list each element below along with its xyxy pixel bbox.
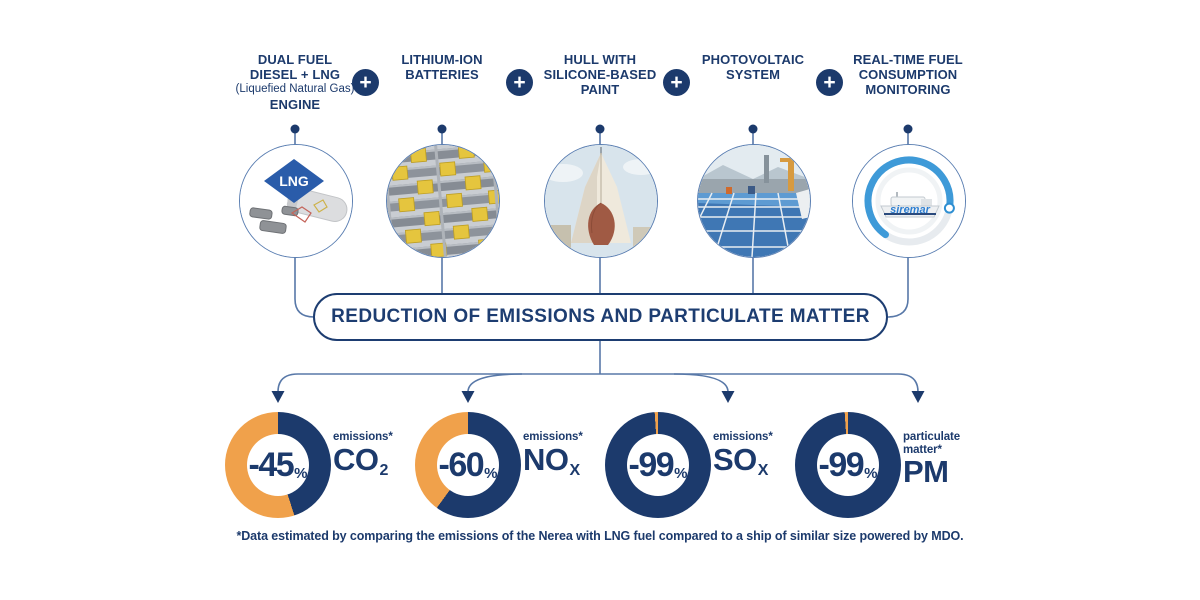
label-lithium-ion-batteries: LITHIUM-ION BATTERIES — [362, 52, 522, 82]
gas-symbol: PM — [903, 454, 949, 489]
plus-icon: + — [663, 69, 690, 96]
plus-icon: + — [352, 69, 379, 96]
plus-icon: + — [816, 69, 843, 96]
donut-label-small: emissions* — [523, 431, 583, 443]
label-line: DIESEL + LNG — [249, 67, 341, 82]
percent-sign: % — [484, 464, 498, 482]
ferry-illustration: siremar — [880, 192, 940, 218]
donut-label-main: SOX — [713, 441, 838, 482]
lng-engine-photo: LNG — [239, 144, 353, 258]
donut-label-sox: emissions* SOX — [713, 431, 838, 482]
label-line: REAL-TIME FUEL — [853, 52, 963, 67]
donut-label-small: matter* — [903, 443, 942, 456]
donut-label-small: emissions* — [333, 431, 393, 443]
gas-symbol: SO — [713, 441, 757, 477]
donut-number: -45 — [248, 446, 295, 484]
label-line: PHOTOVOLTAIC — [701, 52, 805, 67]
ship-hull-photo — [544, 144, 658, 258]
gas-subscript: X — [757, 461, 769, 479]
donut-label-main: CO2 — [333, 441, 458, 482]
donut-label-small: particulate — [903, 431, 961, 443]
percent-sign: % — [864, 464, 878, 482]
battery-rack-photo — [386, 144, 500, 258]
donut-label-pm: particulate matter* PM — [903, 431, 1028, 494]
solar-panels-photo — [697, 144, 811, 258]
percent-sign: % — [294, 464, 308, 482]
label-line: SILICONE-BASED — [543, 67, 657, 82]
label-dual-fuel-engine: DUAL FUEL DIESEL + LNG (Liquefied Natura… — [215, 52, 375, 112]
label-fuel-monitoring: REAL-TIME FUEL CONSUMPTION MONITORING — [828, 52, 988, 97]
donut-nox: -60 % — [415, 412, 521, 518]
label-line: LITHIUM-ION — [401, 52, 483, 67]
donut-label-co2: emissions* CO2 — [333, 431, 458, 482]
label-line: HULL WITH — [563, 52, 637, 67]
banner-reduction-title: REDUCTION OF EMISSIONS AND PARTICULATE M… — [313, 293, 888, 341]
donut-value: -60 % — [415, 412, 521, 518]
donut-value: -99 % — [795, 412, 901, 518]
donut-value: -45 % — [225, 412, 331, 518]
label-line: ENGINE — [269, 97, 321, 112]
label-line: BATTERIES — [405, 67, 479, 82]
fuel-gauge-photo: siremar — [852, 144, 966, 258]
lng-badge: LNG — [279, 173, 309, 189]
label-line: DUAL FUEL — [257, 52, 333, 67]
donut-number: -99 — [628, 446, 675, 484]
label-line: MONITORING — [865, 82, 951, 97]
gas-subscript: 2 — [379, 461, 389, 479]
label-line: SYSTEM — [725, 67, 781, 82]
donut-label-nox: emissions* NOX — [523, 431, 648, 482]
percent-sign: % — [674, 464, 688, 482]
donut-label-small: emissions* — [713, 431, 773, 443]
donut-number: -60 — [438, 446, 485, 484]
gas-symbol: CO — [333, 441, 379, 477]
ship-brand-text: siremar — [890, 204, 930, 216]
donut-pm: -99 % — [795, 412, 901, 518]
donut-label-main: PM — [903, 456, 1028, 494]
donut-label-main: NOX — [523, 441, 648, 482]
donut-co2: -45 % — [225, 412, 331, 518]
gas-subscript: X — [569, 461, 581, 479]
gas-symbol: NO — [523, 441, 569, 477]
label-photovoltaic-system: PHOTOVOLTAIC SYSTEM — [673, 52, 833, 82]
label-hull-silicone-paint: HULL WITH SILICONE-BASED PAINT — [520, 52, 680, 97]
donut-sox: -99 % — [605, 412, 711, 518]
label-line: PAINT — [580, 82, 620, 97]
donut-number: -99 — [818, 446, 865, 484]
label-line: CONSUMPTION — [858, 67, 958, 82]
plus-icon: + — [506, 69, 533, 96]
label-line: (Liquefied Natural Gas) — [235, 83, 355, 95]
donut-value: -99 % — [605, 412, 711, 518]
footnote: *Data estimated by comparing the emissio… — [236, 529, 964, 543]
